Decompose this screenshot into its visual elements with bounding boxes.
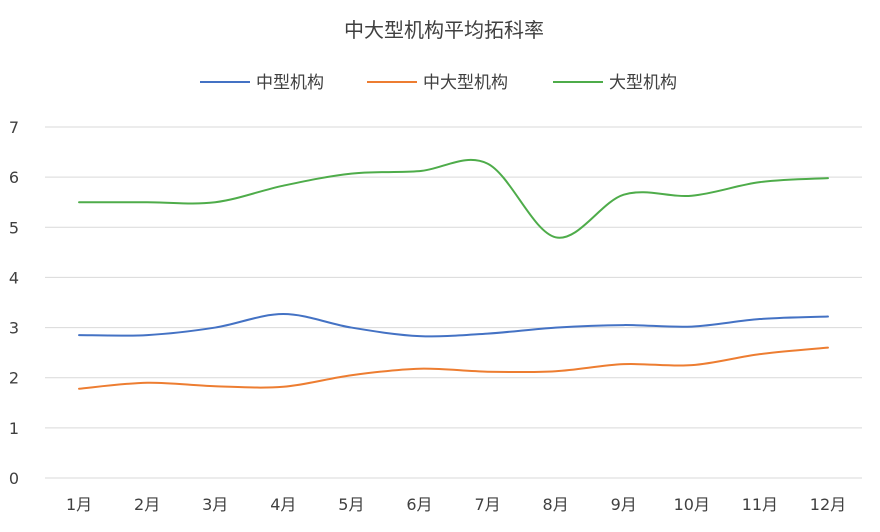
legend-label-2: 中大型机构 (423, 73, 508, 93)
x-tick-label: 1月 (66, 495, 92, 514)
legend: 中型机构 中大型机构 大型机构 (200, 73, 677, 93)
plot-area (78, 158, 829, 390)
x-tick-label: 7月 (474, 495, 500, 514)
x-tick-label: 11月 (742, 495, 778, 514)
x-tick-label: 10月 (674, 495, 710, 514)
y-tick-label: 5 (9, 218, 19, 237)
x-tick-label: 3月 (202, 495, 228, 514)
gridlines (45, 126, 862, 479)
y-tick-label: 1 (9, 419, 19, 438)
x-tick-label: 8月 (543, 495, 569, 514)
series-line-3 (78, 158, 829, 239)
x-tick-label: 9月 (611, 495, 637, 514)
x-axis: 1月 2月 3月 4月 5月 6月 7月 8月 9月 10月 11月 12月 (66, 495, 846, 514)
y-tick-label: 4 (9, 268, 19, 287)
legend-label-3: 大型机构 (609, 73, 677, 93)
y-tick-label: 7 (9, 118, 19, 137)
x-tick-label: 6月 (406, 495, 432, 514)
x-tick-label: 12月 (810, 495, 846, 514)
series-line-1 (78, 313, 829, 338)
x-tick-label: 2月 (134, 495, 160, 514)
y-axis: 0 1 2 3 4 5 6 7 (9, 118, 19, 488)
chart-title: 中大型机构平均拓科率 (344, 18, 544, 42)
y-tick-label: 2 (9, 369, 19, 388)
legend-label-1: 中型机构 (256, 73, 324, 93)
x-tick-label: 5月 (338, 495, 364, 514)
y-tick-label: 3 (9, 319, 19, 338)
y-tick-label: 0 (9, 469, 19, 488)
series-line-2 (78, 346, 829, 390)
y-tick-label: 6 (9, 168, 19, 187)
x-tick-label: 4月 (270, 495, 296, 514)
